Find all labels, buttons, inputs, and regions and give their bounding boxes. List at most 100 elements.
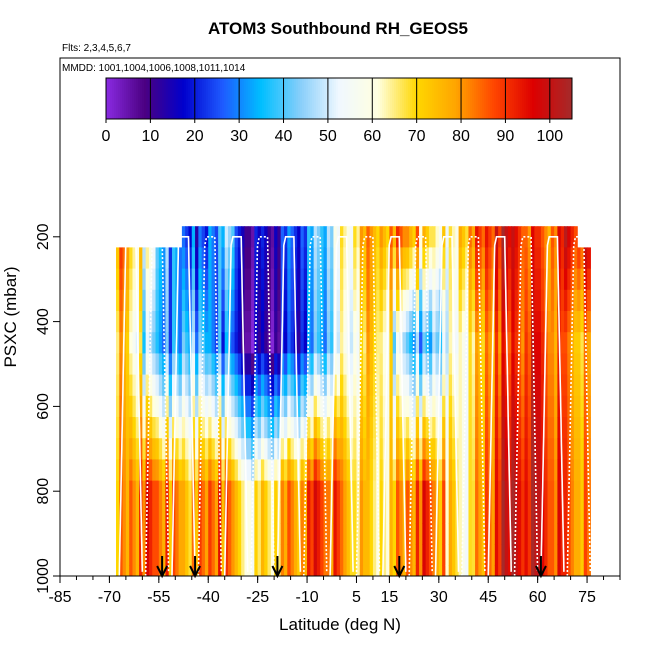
heatmap-cell (396, 268, 400, 291)
heatmap-cell (376, 395, 381, 418)
colorbar-tick-label: 90 (497, 128, 515, 145)
heatmap-cell (244, 395, 249, 418)
heatmap-cell (224, 395, 229, 418)
heatmap-cell (224, 565, 229, 576)
heatmap-cell (511, 438, 516, 460)
colorbar-swatch (112, 78, 115, 119)
heatmap-cell (204, 268, 209, 291)
heatmap-cell (116, 480, 120, 503)
colorbar-swatch (294, 78, 297, 119)
heatmap-cell (534, 417, 539, 439)
heatmap-cell (468, 523, 473, 545)
heatmap-cell (458, 523, 463, 545)
heatmap-cell (557, 459, 562, 482)
heatmap-cell (448, 459, 453, 482)
heatmap-cell (445, 289, 450, 312)
heatmap-cell (297, 247, 302, 270)
heatmap-cell (307, 311, 311, 333)
heatmap-cell (547, 565, 552, 576)
heatmap-cell (119, 353, 124, 376)
heatmap-cell (363, 480, 367, 503)
heatmap-cell (125, 544, 130, 566)
heatmap-cell (580, 247, 585, 270)
heatmap-cell (484, 247, 489, 270)
heatmap-cell (382, 523, 387, 545)
heatmap-cell (382, 332, 387, 354)
heatmap-cell (494, 438, 499, 460)
colorbar-swatch (114, 78, 117, 119)
heatmap-cell (277, 395, 282, 418)
colorbar-swatch (384, 78, 387, 119)
heatmap-cell (224, 311, 229, 333)
heatmap-cell (419, 544, 423, 566)
heatmap-cell (310, 226, 315, 248)
heatmap-cell (274, 459, 279, 482)
heatmap-cell (428, 374, 433, 397)
heatmap-cell (540, 332, 545, 354)
heatmap-cell (560, 353, 565, 376)
heatmap-cell (257, 480, 262, 503)
heatmap-cell (382, 374, 387, 397)
heatmap-cell (461, 226, 466, 248)
heatmap-cell (405, 480, 410, 503)
heatmap-cell (359, 417, 364, 439)
heatmap-cell (267, 374, 272, 397)
heatmap-cell (392, 311, 397, 333)
heatmap-cell (208, 289, 213, 312)
colorbar-swatch (434, 78, 437, 119)
heatmap-cell (494, 353, 499, 376)
colorbar-swatch (470, 78, 473, 119)
heatmap-cell (254, 226, 259, 248)
heatmap-cell (326, 395, 331, 418)
colorbar-swatch (232, 78, 235, 119)
heatmap-cell (307, 501, 311, 524)
heatmap-cell (247, 395, 252, 418)
heatmap-cell (310, 353, 315, 376)
heatmap-cell (478, 374, 483, 397)
heatmap-cell (544, 459, 549, 482)
heatmap-cell (228, 353, 232, 376)
heatmap-cell (435, 417, 440, 439)
heatmap-cell (237, 289, 242, 312)
heatmap-cell (244, 226, 249, 248)
heatmap-cell (481, 311, 486, 333)
heatmap-cell (293, 565, 298, 576)
heatmap-cell (527, 289, 532, 312)
heatmap-cell (224, 289, 229, 312)
heatmap-cell (580, 565, 585, 576)
heatmap-cell (241, 544, 246, 566)
heatmap-cell (148, 459, 153, 482)
heatmap-cell (320, 523, 325, 545)
heatmap-cell (204, 395, 209, 418)
heatmap-cell (442, 311, 447, 333)
colorbar-swatch (126, 78, 129, 119)
heatmap-cell (425, 226, 430, 248)
heatmap-cell (340, 289, 344, 312)
heatmap-cell (214, 523, 219, 545)
heatmap-cell (369, 353, 374, 376)
heatmap-cell (343, 247, 348, 270)
heatmap-cell (504, 459, 509, 482)
heatmap-cell (129, 268, 134, 291)
heatmap-cell (587, 480, 591, 503)
heatmap-cell (116, 268, 120, 291)
colorbar-swatch (360, 78, 363, 119)
heatmap-cell (326, 353, 331, 376)
heatmap-cell (428, 417, 433, 439)
heatmap-cell (330, 374, 335, 397)
heatmap-cell (517, 565, 522, 576)
heatmap-cell (241, 501, 246, 524)
heatmap-cell (396, 417, 400, 439)
heatmap-cell (564, 544, 568, 566)
colorbar-swatch (344, 78, 347, 119)
heatmap-cell (122, 438, 127, 460)
heatmap-cell (195, 226, 199, 248)
heatmap-cell (379, 289, 384, 312)
heatmap-cell (527, 268, 532, 291)
heatmap-cell (204, 438, 209, 460)
heatmap-cell (442, 523, 447, 545)
heatmap-cell (465, 417, 470, 439)
heatmap-cell (438, 374, 443, 397)
heatmap-cell (521, 501, 526, 524)
colorbar-swatch (538, 78, 541, 119)
